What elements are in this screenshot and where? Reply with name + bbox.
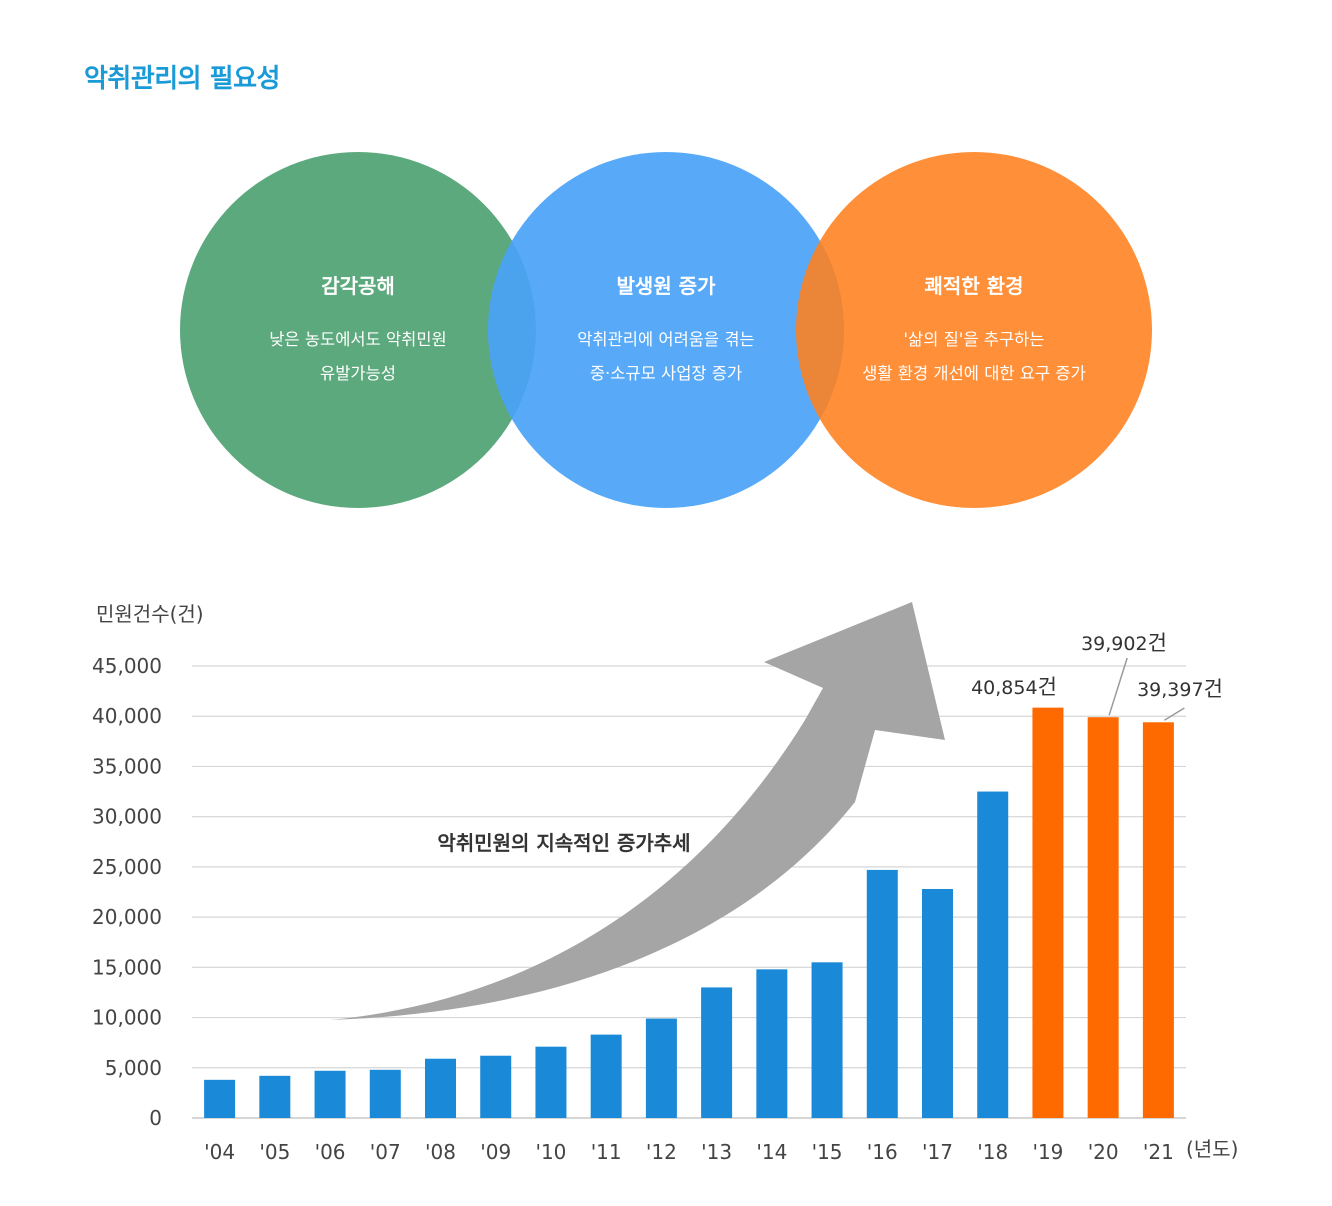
x-axis-title: (년도) (1186, 1137, 1238, 1161)
complaints-bar-chart: 0 5,000 10,000 15,000 20,000 25,000 30,000 35,0… (92, 602, 1238, 1164)
bar (977, 791, 1009, 1118)
venn-text-sensory: 감각공해 낮은 농도에서도 악취민원 유발가능성 (188, 270, 528, 391)
venn-diagram (180, 152, 1152, 508)
y-tick-label: 10,000 (92, 1006, 162, 1030)
y-tick-label: 35,000 (92, 754, 162, 778)
bar (314, 1070, 346, 1118)
bar (259, 1075, 291, 1118)
venn-text-sources: 발생원 증가 악취관리에 어려움을 겪는 중·소규모 사업장 증가 (496, 270, 836, 391)
venn-circle-environment (796, 152, 1152, 508)
venn-line: 낮은 농도에서도 악취민원 (269, 330, 447, 349)
x-tick-label: '10 (535, 1140, 566, 1164)
y-tick-label: 30,000 (92, 805, 162, 829)
trend-annotation: 악취민원의 지속적인 증가추세 (437, 831, 690, 855)
bar (1142, 722, 1174, 1118)
venn-circle-sources (488, 152, 844, 508)
y-axis-title: 민원건수(건) (96, 602, 204, 626)
x-tick-label: '11 (591, 1140, 622, 1164)
x-tick-label: '16 (867, 1140, 898, 1164)
x-tick-label: '20 (1088, 1140, 1119, 1164)
y-tick-label: 45,000 (92, 654, 162, 678)
bar (369, 1069, 401, 1118)
bar (866, 869, 898, 1118)
bar (1087, 717, 1119, 1118)
bar (701, 987, 733, 1118)
bar (425, 1058, 456, 1118)
venn-heading: 감각공해 (321, 274, 395, 298)
x-tick-label: '05 (259, 1140, 290, 1164)
x-tick-label: '19 (1032, 1140, 1063, 1164)
venn-line: 생활 환경 개선에 대한 요구 증가 (862, 364, 1086, 383)
data-label: 39,902건 (1081, 631, 1167, 655)
venn-line: 악취관리에 어려움을 겪는 (577, 330, 755, 349)
venn-heading: 발생원 증가 (616, 274, 716, 298)
venn-line: 중·소규모 사업장 증가 (589, 364, 743, 383)
y-tick-label: 25,000 (92, 855, 162, 879)
bar (645, 1018, 677, 1118)
leader-line (1163, 707, 1185, 721)
bar (811, 962, 843, 1118)
bar (756, 969, 788, 1118)
venn-circle-sensory (180, 152, 536, 508)
x-tick-label: '13 (701, 1140, 732, 1164)
x-tick-label: '06 (315, 1140, 346, 1164)
x-tick-label: '14 (756, 1140, 787, 1164)
y-tick-label: 20,000 (92, 905, 162, 929)
x-tick-label: '18 (977, 1140, 1008, 1164)
venn-heading: 쾌적한 환경 (924, 274, 1024, 298)
x-tick-label: '17 (922, 1140, 953, 1164)
data-label: 40,854건 (971, 675, 1057, 699)
bar (480, 1055, 512, 1118)
x-tick-label: '21 (1143, 1140, 1174, 1164)
bar (590, 1034, 622, 1118)
leader-line (1108, 657, 1128, 716)
venn-line: 유발가능성 (320, 364, 396, 383)
x-tick-label: '15 (812, 1140, 843, 1164)
y-tick-label: 40,000 (92, 704, 162, 728)
bar (204, 1079, 236, 1118)
y-tick-label: 15,000 (92, 955, 162, 979)
venn-text-environment: 쾌적한 환경 '삶의 질'을 추구하는 생활 환경 개선에 대한 요구 증가 (804, 270, 1144, 391)
x-tick-label: '09 (480, 1140, 511, 1164)
bar (1032, 707, 1064, 1118)
bar (535, 1046, 567, 1118)
page-title: 악취관리의 필요성 (84, 64, 280, 94)
y-tick-label: 0 (149, 1106, 162, 1130)
x-tick-label: '12 (646, 1140, 677, 1164)
data-label: 39,397건 (1137, 677, 1223, 701)
venn-line: '삶의 질'을 추구하는 (903, 330, 1045, 349)
x-tick-label: '08 (425, 1140, 456, 1164)
bar (922, 888, 953, 1118)
x-tick-label: '04 (204, 1140, 235, 1164)
x-tick-label: '07 (370, 1140, 401, 1164)
growth-trend-arrow (330, 602, 945, 1020)
y-tick-label: 5,000 (105, 1056, 162, 1080)
